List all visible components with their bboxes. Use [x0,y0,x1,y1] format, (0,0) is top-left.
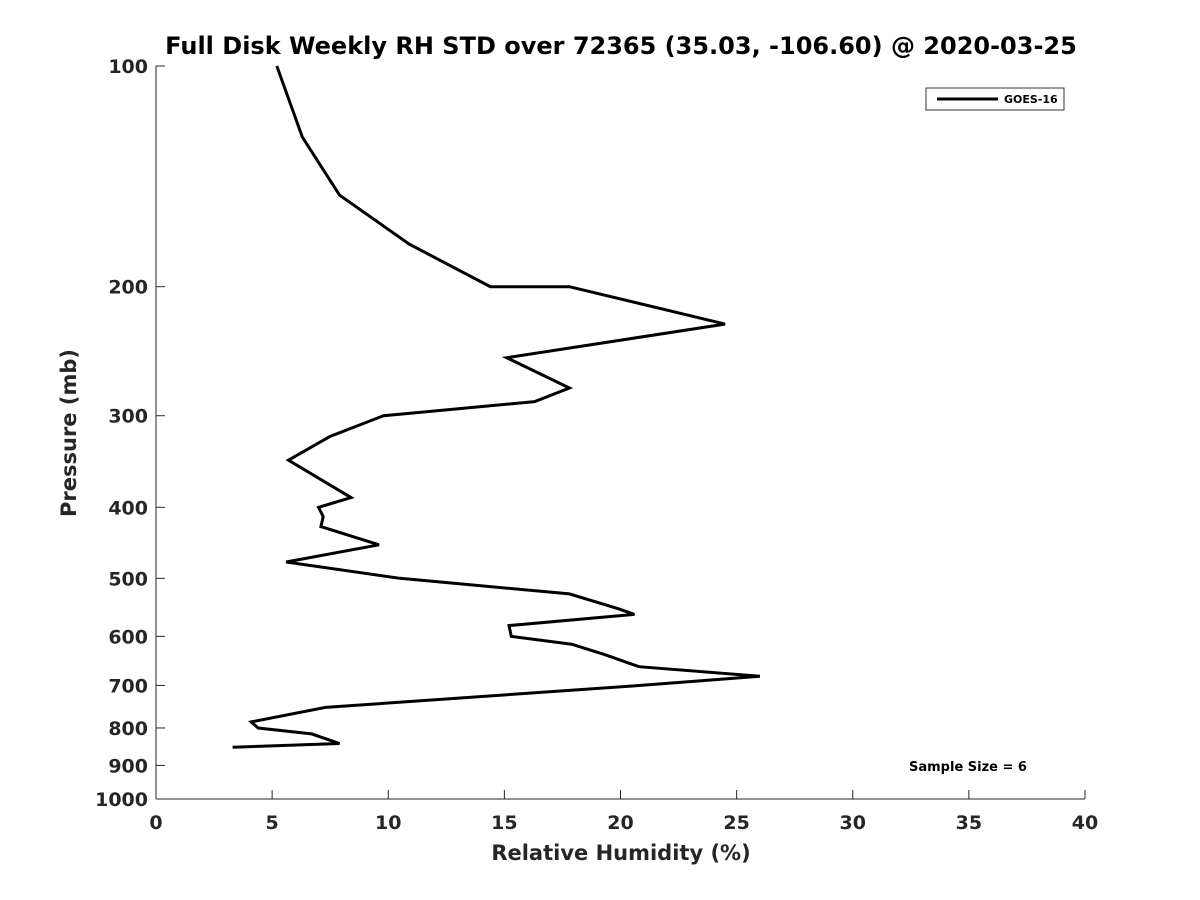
y-tick-label: 600 [108,626,148,648]
y-axis-label: Pressure (mb) [57,349,81,517]
x-axis-label: Relative Humidity (%) [491,841,750,865]
x-tick-label: 5 [266,812,279,834]
legend-label-goes-16: GOES-16 [1004,93,1058,106]
y-tick-label: 700 [108,675,148,697]
axes: 0 5 10 15 20 25 30 35 40 100 200 300 400 500 600 700 800… [95,56,1098,834]
y-tick-label: 1000 [95,789,148,811]
y-tick-label: 100 [108,56,148,78]
legend: GOES-16 [925,87,1065,111]
x-tick-label: 0 [149,812,162,834]
series-layer [232,65,761,749]
y-tick-label: 500 [108,568,148,590]
y-tick-label: 200 [108,277,148,299]
x-tick-label: 10 [375,812,401,834]
x-tick-label: 40 [1072,812,1098,834]
x-tick-label: 25 [723,812,749,834]
series-line-goes-16 [232,65,761,749]
y-tick-label: 400 [108,497,148,519]
chart-title: Full Disk Weekly RH STD over 72365 (35.0… [165,32,1077,60]
y-tick-label: 900 [108,755,148,777]
x-tick-label: 35 [956,812,982,834]
x-tick-label: 30 [840,812,866,834]
y-tick-label: 800 [108,718,148,740]
sample-size-annotation: Sample Size = 6 [909,760,1027,775]
y-tick-label: 300 [108,406,148,428]
x-tick-label: 15 [491,812,517,834]
x-tick-label: 20 [607,812,633,834]
